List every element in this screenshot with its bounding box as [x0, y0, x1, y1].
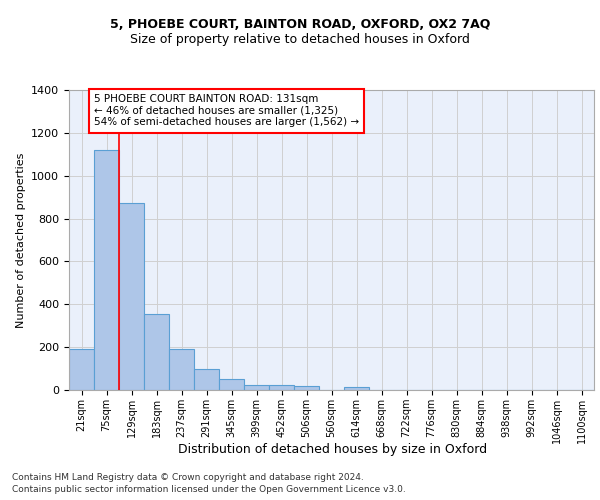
Y-axis label: Number of detached properties: Number of detached properties	[16, 152, 26, 328]
Bar	[219, 379, 244, 390]
Bar	[119, 202, 144, 390]
Bar	[294, 386, 319, 390]
Bar	[194, 369, 219, 390]
Text: Contains HM Land Registry data © Crown copyright and database right 2024.: Contains HM Land Registry data © Crown c…	[12, 472, 364, 482]
Bar	[244, 386, 269, 390]
Text: Distribution of detached houses by size in Oxford: Distribution of detached houses by size …	[178, 442, 488, 456]
Text: 5, PHOEBE COURT, BAINTON ROAD, OXFORD, OX2 7AQ: 5, PHOEBE COURT, BAINTON ROAD, OXFORD, O…	[110, 18, 490, 30]
Bar	[144, 314, 169, 390]
Bar	[169, 350, 194, 390]
Text: Contains public sector information licensed under the Open Government Licence v3: Contains public sector information licen…	[12, 485, 406, 494]
Bar	[69, 350, 94, 390]
Bar	[94, 150, 119, 390]
Bar	[344, 387, 369, 390]
Text: Size of property relative to detached houses in Oxford: Size of property relative to detached ho…	[130, 32, 470, 46]
Text: 5 PHOEBE COURT BAINTON ROAD: 131sqm
← 46% of detached houses are smaller (1,325): 5 PHOEBE COURT BAINTON ROAD: 131sqm ← 46…	[94, 94, 359, 128]
Bar	[269, 386, 294, 390]
